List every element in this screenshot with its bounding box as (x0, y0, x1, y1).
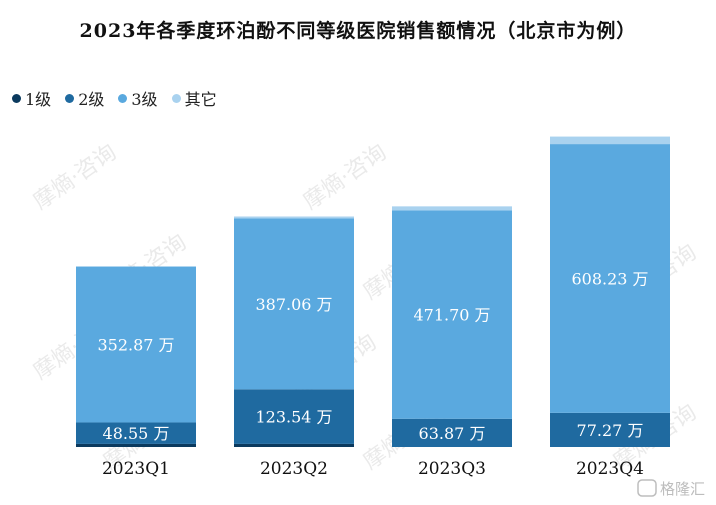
legend-label-2: 2级 (78, 90, 105, 109)
bar-segment-2023Q2-3 (234, 216, 354, 219)
corner-logo-icon (637, 479, 657, 497)
data-label: 48.55 万 (103, 424, 170, 443)
legend-label-3: 3级 (131, 90, 158, 109)
data-label: 352.87 万 (97, 335, 174, 354)
watermark-text: 摩熵·咨询 (29, 140, 121, 215)
labels-layer: 48.55 万 352.87 万 123.54 万 387.06 万 63.87 万 47… (97, 269, 648, 443)
legend-item-3: 3级 (118, 86, 158, 110)
bar-segment-2023Q3-3 (392, 206, 512, 211)
chart-title: 2023年各季度环泊酚不同等级医院销售额情况（北京市为例） (79, 20, 637, 42)
bar-segment-2023Q3-2 (392, 210, 512, 419)
legend-label-other: 其它 (184, 90, 217, 109)
bar-segment-2023Q4-3 (550, 136, 670, 145)
legend-item-1: 1级 (12, 86, 51, 110)
category-label: 2023Q1 (102, 459, 170, 479)
legend-swatch-1 (12, 93, 21, 103)
bar-segment-2023Q4-1 (550, 412, 670, 447)
watermark-text: 摩熵·咨询 (299, 140, 391, 215)
data-label: 123.54 万 (255, 408, 332, 427)
bar-segment-2023Q1-1 (76, 422, 196, 444)
category-label: 2023Q4 (576, 459, 644, 479)
legend-swatch-3 (118, 93, 128, 103)
bar-segment-2023Q1-2 (76, 266, 196, 423)
bar-segment-2023Q1-0 (76, 443, 196, 447)
bar-segment-2023Q2-2 (234, 218, 354, 390)
category-labels-layer: 2023Q1 2023Q2 2023Q3 2023Q4 (102, 459, 644, 479)
legend-swatch-2 (65, 93, 75, 103)
bar-segment-2023Q2-1 (234, 389, 354, 444)
legend-label-1: 1级 (25, 90, 52, 109)
category-label: 2023Q3 (418, 459, 486, 479)
data-label: 387.06 万 (255, 295, 332, 314)
data-label: 77.27 万 (577, 421, 644, 440)
legend-item-other: 其它 (171, 86, 217, 110)
corner-logo-text: 格隆汇 (660, 480, 705, 498)
data-label: 471.70 万 (413, 306, 490, 325)
bars-layer (76, 136, 670, 447)
category-label: 2023Q2 (260, 459, 328, 479)
bar-segment-2023Q4-2 (550, 144, 670, 413)
bar-segment-2023Q3-1 (392, 418, 512, 447)
data-label: 608.23 万 (571, 269, 648, 288)
legend-swatch-other (171, 93, 181, 103)
legend: 1级 2级 3级 其它 (12, 86, 217, 110)
legend-item-2: 2级 (65, 86, 104, 110)
corner-logo: 格隆汇 (637, 479, 705, 498)
bar-segment-2023Q2-0 (234, 443, 354, 447)
data-label: 63.87 万 (419, 424, 486, 443)
